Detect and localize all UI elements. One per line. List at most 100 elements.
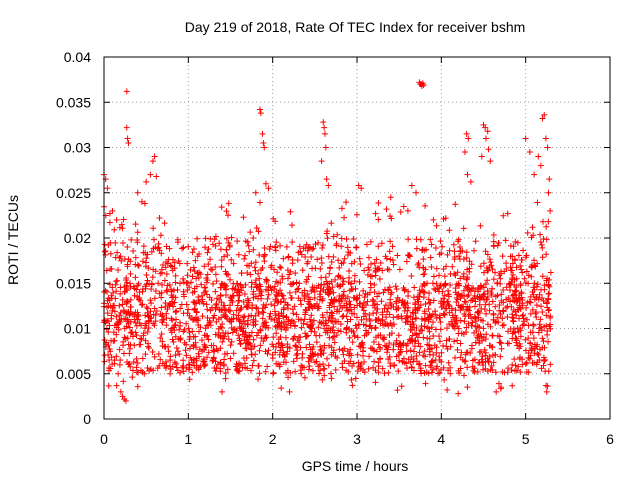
data-point [430, 273, 437, 280]
data-point [383, 349, 390, 356]
data-point [319, 376, 326, 383]
data-point [142, 325, 149, 332]
data-point [337, 303, 344, 310]
data-point [417, 365, 424, 372]
data-point [414, 334, 421, 341]
data-point [339, 275, 346, 282]
data-point [108, 295, 115, 302]
data-point [359, 347, 366, 354]
data-point [163, 322, 170, 329]
data-point [204, 249, 211, 256]
data-point [351, 272, 358, 279]
data-point [235, 368, 242, 375]
data-point [394, 252, 401, 259]
data-point [487, 366, 494, 373]
data-point [429, 280, 436, 287]
data-point [235, 297, 242, 304]
data-point [336, 283, 343, 290]
data-point [338, 243, 345, 250]
data-point [196, 328, 203, 335]
data-point [375, 243, 382, 250]
data-point [114, 249, 121, 256]
data-point [240, 325, 247, 332]
data-point [365, 254, 372, 261]
data-point [317, 350, 324, 357]
data-point [419, 246, 426, 253]
data-point [484, 321, 491, 328]
data-point [123, 287, 130, 294]
data-point [104, 310, 111, 317]
data-point [425, 305, 432, 312]
data-point [457, 275, 464, 282]
data-point [263, 278, 270, 285]
data-point [303, 307, 310, 314]
data-point [277, 334, 284, 341]
data-point [504, 210, 511, 217]
data-point [222, 313, 229, 320]
data-point [407, 347, 414, 354]
data-point [430, 297, 437, 304]
data-point [180, 291, 187, 298]
data-point [218, 204, 225, 211]
data-point [271, 285, 278, 292]
data-point [177, 336, 184, 343]
data-point [272, 343, 279, 350]
data-point [455, 238, 462, 245]
data-point [158, 331, 165, 338]
data-point [154, 365, 161, 372]
data-point [120, 378, 127, 385]
data-point [260, 139, 267, 146]
data-point [351, 333, 358, 340]
data-point [367, 322, 374, 329]
data-point [425, 296, 432, 303]
data-point [432, 311, 439, 318]
data-point [302, 245, 309, 252]
data-point [338, 260, 345, 267]
data-point [157, 356, 164, 363]
data-point [424, 341, 431, 348]
data-point [132, 319, 139, 326]
data-point [375, 216, 382, 223]
data-point [135, 313, 142, 320]
data-point [291, 333, 298, 340]
data-point [164, 282, 171, 289]
data-point [212, 271, 219, 278]
data-point [180, 363, 187, 370]
data-point [134, 229, 141, 236]
data-point [498, 384, 505, 391]
data-point [245, 313, 252, 320]
data-point [163, 270, 170, 277]
data-point [481, 269, 487, 276]
data-point [167, 363, 174, 370]
data-point [183, 320, 190, 327]
data-point [133, 332, 140, 339]
data-point [134, 261, 141, 268]
data-point [340, 288, 347, 295]
data-point [364, 271, 371, 278]
data-point [121, 334, 128, 341]
data-point [493, 388, 500, 395]
data-point [251, 264, 258, 271]
data-point [185, 306, 192, 313]
data-point [478, 153, 485, 160]
data-point [131, 292, 138, 299]
data-point [305, 273, 312, 280]
data-point [183, 352, 190, 359]
data-point [405, 304, 412, 311]
data-point [454, 269, 461, 276]
data-point [341, 214, 348, 221]
data-point [393, 339, 400, 346]
data-point [235, 286, 242, 293]
data-point [417, 343, 424, 350]
data-point [359, 304, 366, 311]
data-point [457, 292, 464, 299]
data-point [427, 236, 434, 243]
data-point [286, 271, 293, 278]
data-point [498, 345, 505, 352]
data-point [352, 285, 359, 292]
data-point [253, 304, 260, 311]
data-point [530, 232, 537, 239]
data-point [496, 333, 503, 340]
data-point [436, 333, 443, 340]
